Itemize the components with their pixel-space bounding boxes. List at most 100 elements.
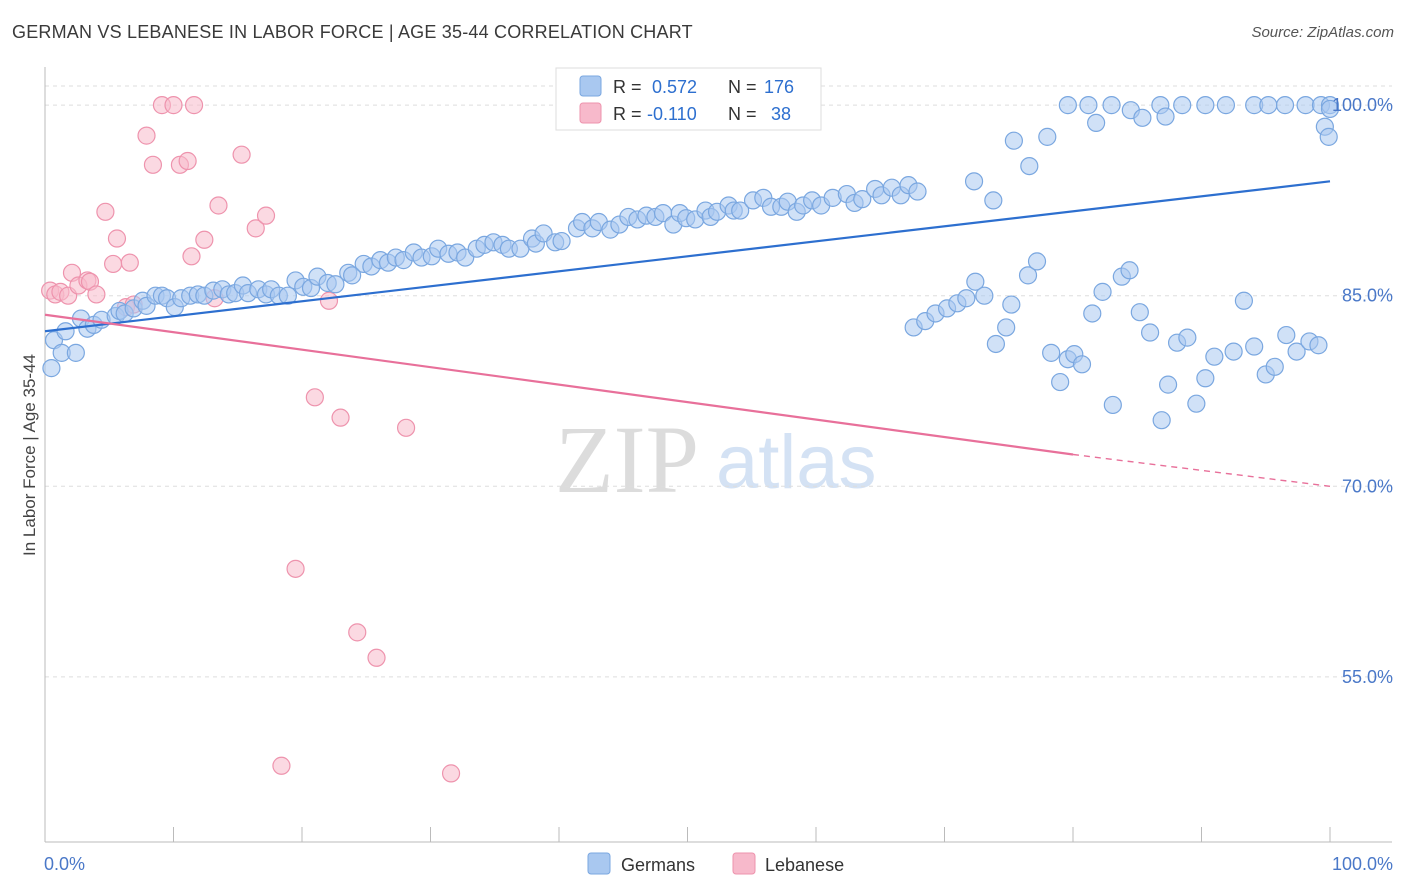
lebanese-point-29 — [272, 756, 291, 775]
germans-point-137 — [1205, 347, 1224, 366]
lebanese-point-35 — [367, 648, 386, 667]
germans-point-162 — [1216, 96, 1236, 115]
germans-point-139 — [1234, 291, 1254, 310]
germans-point-65 — [552, 231, 571, 251]
y-tick-label-3: 100.0% — [1332, 95, 1393, 115]
trend-lines — [44, 180, 1331, 487]
germans-point-170 — [1319, 127, 1338, 146]
lebanese-trend-line-extension — [1072, 453, 1331, 487]
legend-r-value-lebanese: -0.110 — [647, 104, 697, 124]
germans-point-166 — [1296, 96, 1315, 115]
germans-point-140 — [1245, 337, 1264, 356]
legend-swatch-germans — [579, 75, 602, 97]
germans-point-41 — [343, 266, 362, 285]
bottom-legend-swatch-germans — [587, 852, 611, 875]
lebanese-point-30 — [286, 559, 305, 578]
germans-point-134 — [1178, 328, 1197, 347]
germans-point-154 — [1087, 113, 1106, 133]
legend-n-value-lebanese: 38 — [771, 104, 791, 124]
germans-point-147 — [964, 172, 984, 191]
germans-point-114 — [986, 334, 1006, 354]
germans-point-144 — [1287, 342, 1306, 361]
germans-point-115 — [997, 318, 1016, 337]
germans-point-86 — [731, 201, 750, 220]
germans-point-112 — [966, 272, 985, 291]
germans-point-146 — [1309, 336, 1328, 355]
lebanese-point-8 — [87, 285, 106, 304]
germans-point-125 — [1093, 282, 1112, 301]
y-tick-label-0: 55.0% — [1342, 667, 1393, 687]
germans-point-161 — [1196, 96, 1215, 115]
germans-point-4 — [66, 343, 85, 362]
germans-point-171 — [1320, 99, 1340, 119]
lebanese-point-28 — [256, 206, 276, 225]
germans-point-113 — [975, 286, 994, 305]
legend-r-label-lebanese: R = — [613, 104, 642, 124]
watermark: ZIP atlas — [555, 406, 877, 513]
germans-point-151 — [1038, 127, 1057, 146]
lebanese-point-32 — [319, 291, 339, 310]
watermark-atlas: atlas — [716, 420, 877, 505]
lebanese-point-22 — [184, 96, 204, 115]
germans-point-155 — [1102, 96, 1121, 115]
lebanese-point-23 — [195, 230, 214, 249]
germans-points — [42, 96, 1340, 430]
bottom-legend: Germans Lebanese — [587, 852, 844, 875]
lebanese-point-26 — [232, 145, 251, 164]
germans-point-3 — [56, 322, 75, 341]
y-axis-label: In Labor Force | Age 35-44 — [20, 354, 39, 556]
lebanese-point-20 — [178, 151, 197, 171]
bottom-legend-germans: Germans — [621, 855, 695, 875]
germans-point-126 — [1103, 395, 1122, 415]
lebanese-point-31 — [305, 388, 324, 407]
bottom-legend-swatch-lebanese — [732, 852, 756, 875]
germans-point-118 — [1027, 252, 1047, 271]
lebanese-point-37 — [441, 764, 461, 783]
germans-point-117 — [1018, 266, 1038, 285]
germans-point-135 — [1187, 394, 1206, 413]
source-credit: Source: ZipAtlas.com — [1251, 24, 1394, 41]
y-tick-label-1: 70.0% — [1342, 476, 1393, 496]
lebanese-point-27 — [246, 219, 265, 238]
lebanese-trend-line — [44, 313, 1074, 456]
lebanese-point-18 — [164, 96, 183, 115]
germans-point-39 — [326, 275, 345, 294]
lebanese-point-11 — [107, 229, 127, 248]
legend-r-value-germans: 0.572 — [652, 77, 697, 97]
germans-point-153 — [1079, 96, 1098, 115]
germans-point-124 — [1083, 304, 1102, 323]
germans-point-157 — [1133, 108, 1152, 127]
lebanese-points — [41, 96, 461, 783]
germans-point-143 — [1277, 325, 1296, 345]
grid-lines — [45, 85, 1392, 678]
germans-point-123 — [1072, 355, 1092, 374]
bottom-legend-lebanese: Lebanese — [765, 855, 844, 875]
germans-point-148 — [984, 191, 1003, 210]
legend-n-value-germans: 176 — [764, 77, 794, 97]
lebanese-point-36 — [396, 418, 416, 437]
germans-point-165 — [1275, 96, 1295, 115]
germans-point-138 — [1224, 342, 1243, 361]
germans-point-130 — [1140, 323, 1160, 342]
lebanese-point-13 — [120, 253, 139, 272]
legend: R = 0.572 N = 176 R = -0.110 N = 38 — [555, 67, 822, 131]
germans-point-111 — [957, 289, 976, 308]
germans-point-132 — [1158, 375, 1178, 394]
germans-trend-line — [44, 180, 1331, 333]
lebanese-point-15 — [137, 126, 156, 145]
germans-point-149 — [1004, 131, 1023, 150]
germans-point-0 — [42, 359, 61, 378]
x-tick-label-0: 0.0% — [44, 854, 85, 874]
germans-point-128 — [1120, 261, 1139, 280]
germans-point-105 — [908, 182, 927, 201]
germans-point-120 — [1051, 372, 1070, 392]
lebanese-point-16 — [143, 155, 163, 174]
watermark-zip: ZIP — [555, 406, 699, 513]
lebanese-point-34 — [348, 623, 367, 642]
germans-point-150 — [1020, 156, 1039, 176]
legend-n-label-lebanese: N = — [728, 104, 757, 124]
lebanese-point-21 — [182, 247, 201, 266]
chart-title: GERMAN VS LEBANESE IN LABOR FORCE | AGE … — [12, 22, 693, 42]
x-tick-labels: 0.0% 100.0% — [44, 854, 1393, 874]
